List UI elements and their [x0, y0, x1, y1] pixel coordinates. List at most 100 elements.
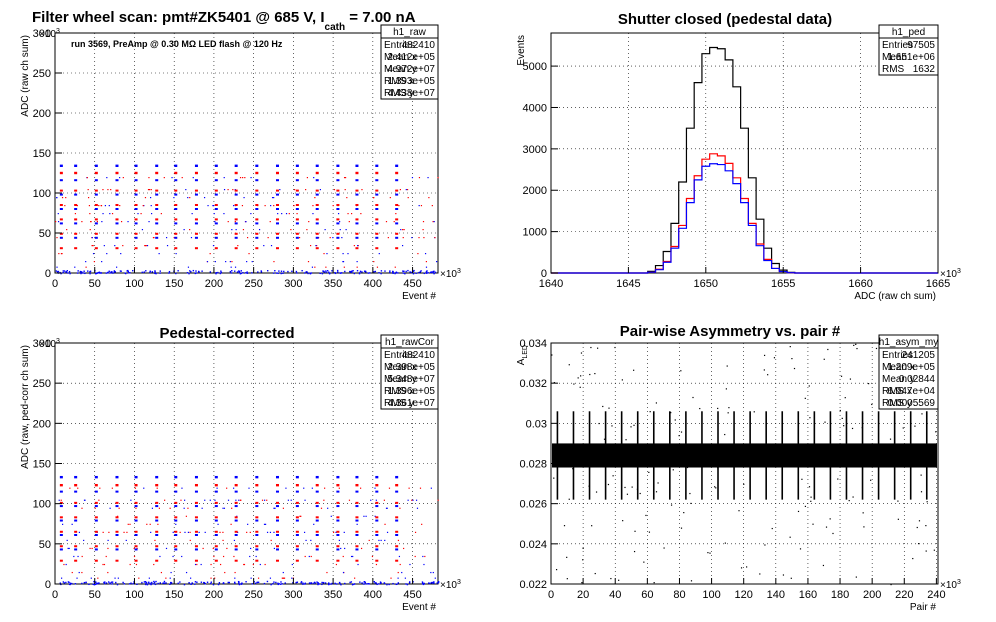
scatter-point — [415, 499, 418, 501]
series-0-dash — [194, 490, 198, 493]
scatter-point — [237, 245, 239, 247]
baseline-point — [380, 272, 382, 275]
scatter-point — [687, 450, 689, 453]
baseline-point — [283, 270, 285, 273]
series-1-dash — [234, 545, 238, 548]
series-1-dash — [115, 189, 119, 192]
series-0-marker — [194, 475, 198, 479]
stats-row-label: Mean y — [882, 374, 915, 385]
scatter-point — [269, 531, 272, 533]
series-1-dash — [355, 516, 359, 519]
scatter-point — [145, 245, 147, 247]
scatter-point — [122, 177, 124, 179]
baseline-point — [254, 582, 257, 585]
scatter-point — [843, 425, 845, 427]
scatter-point — [406, 189, 409, 191]
baseline-point — [328, 583, 330, 586]
series-1-marker — [74, 483, 78, 487]
scatter-point — [234, 571, 236, 574]
scatter-point — [310, 555, 312, 558]
scatter-point — [214, 221, 216, 223]
series-1-dash — [74, 189, 78, 192]
scatter-point — [149, 197, 152, 199]
baseline-point — [157, 582, 159, 585]
scatter-point — [150, 531, 152, 533]
scatter-point — [399, 507, 401, 509]
scatter-point — [323, 253, 325, 255]
baseline-point — [365, 583, 367, 585]
scatter-point — [411, 237, 413, 239]
scatter-point — [223, 189, 226, 191]
baseline-point — [154, 271, 156, 273]
scatter-point — [724, 542, 726, 544]
baseline-point — [351, 270, 353, 272]
scatter-point — [933, 549, 935, 551]
scatter-point — [270, 245, 273, 247]
scatter-point — [594, 372, 596, 375]
stats-row-label: RMS x — [384, 386, 414, 397]
baseline-point — [246, 272, 249, 274]
baseline-point — [359, 270, 362, 273]
scatter-point — [804, 397, 806, 399]
stats-row-value: 6.947e+04 — [887, 386, 935, 397]
baseline-point — [103, 581, 105, 584]
scatter-point — [63, 563, 65, 566]
baseline-point — [267, 270, 269, 272]
series-1-marker — [59, 171, 63, 175]
baseline-point — [330, 583, 332, 585]
series-1-dash — [115, 559, 119, 562]
baseline-point — [302, 582, 304, 584]
series-1-dash — [115, 516, 119, 519]
scatter-point — [397, 577, 399, 579]
series-1-marker — [234, 171, 238, 175]
stats-row-label: RMS x — [882, 386, 912, 397]
baseline-point — [238, 271, 241, 274]
x-tick-label: 180 — [831, 589, 849, 601]
series-1-marker — [375, 483, 379, 487]
scatter-point — [823, 358, 825, 360]
scatter-point — [243, 563, 245, 566]
scatter-point — [314, 266, 316, 268]
baseline-point — [277, 583, 280, 586]
y-tick-label: 250 — [33, 68, 51, 80]
baseline-point — [282, 272, 284, 274]
x-tick-label: 50 — [89, 278, 101, 290]
y-tick-label: 200 — [33, 418, 51, 430]
y-tick-label: 50 — [39, 539, 51, 551]
y-tick-label: 150 — [33, 459, 51, 471]
baseline-point — [203, 581, 205, 584]
series-0-marker — [115, 475, 119, 479]
series-0-marker — [155, 475, 159, 479]
scatter-point — [60, 499, 62, 501]
baseline-point — [321, 581, 323, 584]
series-0-dash — [295, 179, 299, 182]
series-1-dash — [74, 530, 78, 533]
stats-row-label: RMS y — [882, 398, 912, 409]
scatter-point — [401, 245, 404, 247]
scatter-point — [233, 555, 235, 558]
series-1-dash — [94, 189, 98, 192]
scatter-point — [187, 531, 190, 533]
stats-row-value: 1.393e+05 — [387, 76, 435, 87]
scatter-point — [88, 205, 91, 207]
baseline-point — [312, 582, 314, 585]
series-1-dash — [255, 247, 259, 250]
scatter-point — [134, 487, 137, 489]
series-0-dash — [174, 236, 178, 239]
series-1-dash — [214, 204, 218, 206]
scatter-point — [143, 487, 145, 489]
scatter-point — [76, 205, 78, 207]
panel-title: Shutter closed (pedestal data) — [618, 11, 832, 28]
baseline-point — [279, 583, 282, 585]
baseline-point — [215, 272, 217, 275]
series-0-dash — [375, 505, 379, 508]
scatter-point — [343, 266, 345, 268]
scatter-point — [81, 555, 83, 558]
scatter-point — [313, 177, 315, 179]
baseline-point — [376, 583, 378, 586]
scatter-point — [281, 577, 283, 579]
y-tick-label: 4000 — [523, 102, 547, 114]
series-1-dash — [255, 189, 259, 192]
scatter-point — [58, 499, 60, 501]
scatter-point — [303, 531, 306, 533]
